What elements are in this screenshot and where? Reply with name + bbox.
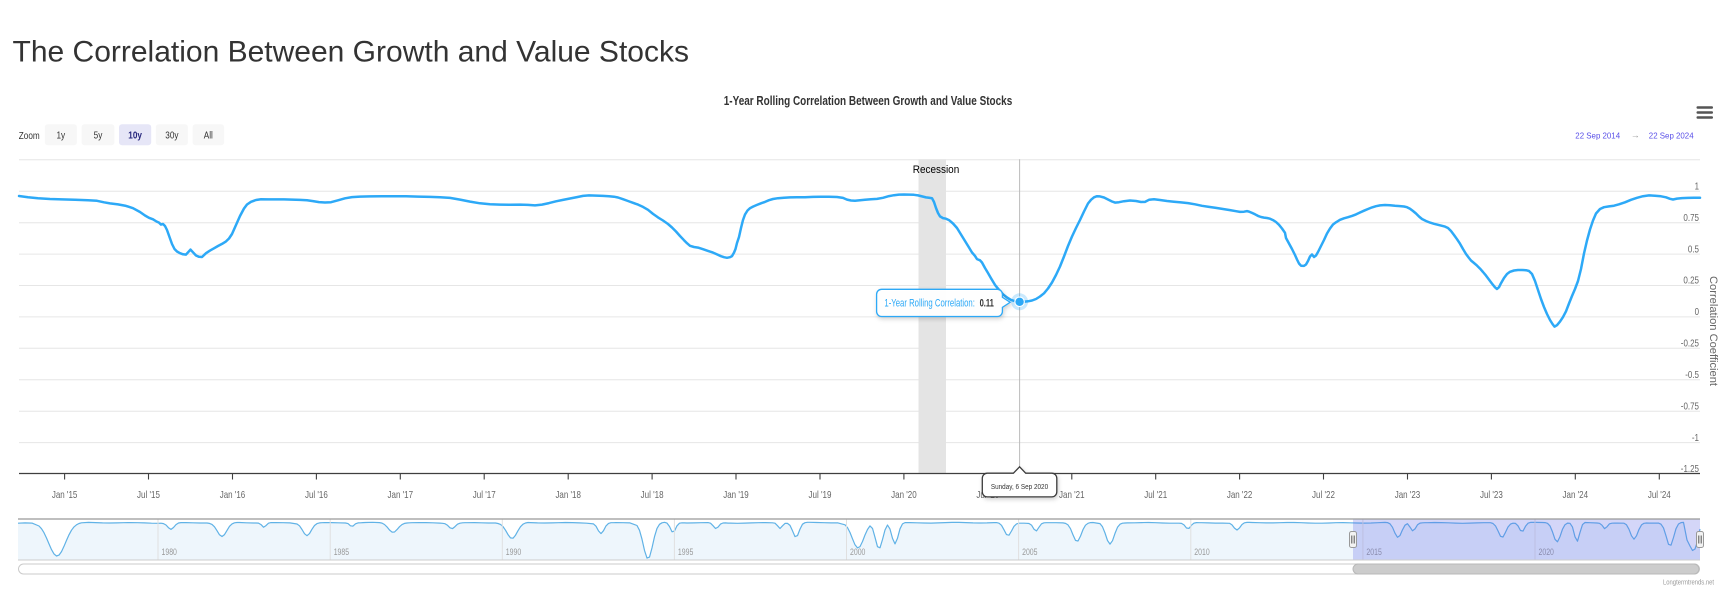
svg-text:1y: 1y (56, 130, 65, 141)
svg-text:2020: 2020 (1539, 547, 1554, 557)
svg-text:1990: 1990 (506, 547, 521, 557)
svg-text:Jul '24: Jul '24 (1648, 490, 1671, 501)
svg-text:Zoom: Zoom (19, 131, 40, 142)
svg-text:Jan '23: Jan '23 (1395, 490, 1421, 501)
svg-text:30y: 30y (165, 130, 179, 141)
svg-text:Recession: Recession (913, 164, 960, 176)
svg-text:0: 0 (1695, 307, 1700, 318)
svg-text:0.11: 0.11 (980, 298, 994, 310)
svg-text:Jul '17: Jul '17 (473, 490, 496, 501)
svg-text:1985: 1985 (334, 547, 349, 557)
svg-text:Jul '22: Jul '22 (1312, 490, 1335, 501)
svg-text:Jan '20: Jan '20 (891, 490, 917, 501)
svg-text:22 Sep 2024: 22 Sep 2024 (1649, 131, 1694, 140)
svg-text:Jul '18: Jul '18 (641, 490, 664, 501)
svg-text:10y: 10y (128, 130, 142, 141)
svg-text:-0.25: -0.25 (1681, 339, 1699, 350)
svg-text:1-Year Rolling Correlation Bet: 1-Year Rolling Correlation Between Growt… (724, 93, 1013, 108)
svg-text:5y: 5y (94, 130, 103, 141)
svg-text:→: → (1631, 130, 1640, 140)
svg-text:Jan '17: Jan '17 (388, 490, 414, 501)
svg-text:1980: 1980 (162, 547, 177, 557)
svg-text:2010: 2010 (1194, 547, 1209, 557)
svg-text:The Correlation Between Growth: The Correlation Between Growth and Value… (13, 35, 689, 68)
svg-text:Jul '21: Jul '21 (1144, 490, 1167, 501)
svg-text:0.75: 0.75 (1683, 213, 1699, 224)
svg-text:All: All (204, 130, 213, 141)
svg-text:Jul '16: Jul '16 (305, 490, 328, 501)
svg-text:2015: 2015 (1366, 547, 1381, 557)
svg-text:Jul '15: Jul '15 (137, 490, 160, 501)
svg-text:-0.75: -0.75 (1681, 401, 1699, 412)
svg-text:2005: 2005 (1022, 547, 1037, 557)
svg-text:Correlation Coefficient: Correlation Coefficient (1707, 276, 1719, 387)
svg-text:Jan '22: Jan '22 (1227, 490, 1253, 501)
svg-text:Jan '15: Jan '15 (52, 490, 78, 501)
svg-text:-0.5: -0.5 (1685, 370, 1699, 381)
svg-text:2000: 2000 (850, 547, 865, 557)
svg-text:Jul '19: Jul '19 (809, 490, 832, 501)
svg-text:Jan '18: Jan '18 (555, 490, 581, 501)
svg-text:22 Sep 2014: 22 Sep 2014 (1575, 131, 1620, 140)
svg-text:Jan '19: Jan '19 (723, 490, 749, 501)
svg-text:Longtermtrends.net: Longtermtrends.net (1663, 580, 1714, 587)
svg-text:Jan '21: Jan '21 (1059, 490, 1085, 501)
svg-text:1-Year Rolling Correlation:: 1-Year Rolling Correlation: (884, 298, 975, 310)
svg-text:-1.25: -1.25 (1681, 464, 1699, 475)
svg-text:1: 1 (1695, 181, 1700, 192)
svg-text:Jan '24: Jan '24 (1563, 490, 1589, 501)
svg-text:1995: 1995 (678, 547, 693, 557)
svg-text:Sunday, 6 Sep 2020: Sunday, 6 Sep 2020 (991, 484, 1048, 491)
svg-text:-1: -1 (1692, 433, 1699, 444)
svg-text:Jan '16: Jan '16 (220, 490, 246, 501)
svg-text:0.5: 0.5 (1688, 244, 1699, 255)
svg-text:Jul '23: Jul '23 (1480, 490, 1503, 501)
svg-text:0.25: 0.25 (1683, 276, 1699, 287)
